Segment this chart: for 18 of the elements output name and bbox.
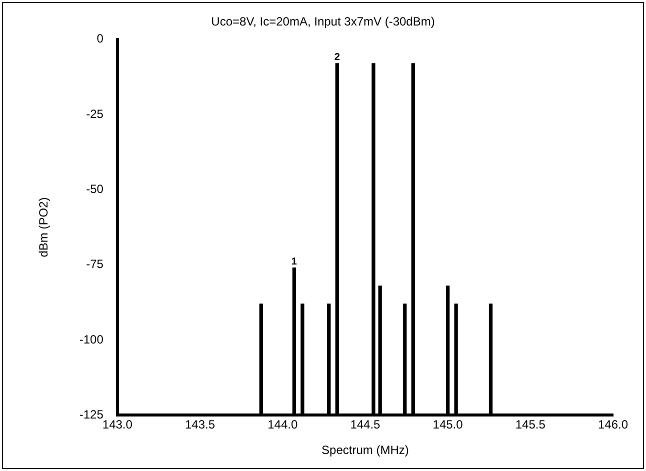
y-tick-label: -100 (79, 332, 104, 346)
y-tick-label: -50 (86, 182, 104, 196)
chart-title: Uco=8V, Ic=20mA, Input 3x7mV (-30dBm) (211, 14, 435, 29)
x-tick-label: 144.5 (350, 418, 381, 432)
y-axis-title: dBm (PO2) (36, 197, 51, 258)
x-tick-label: 144.0 (268, 418, 298, 432)
x-tick-label: 143.0 (102, 418, 133, 432)
y-tick-label: 0 (96, 32, 104, 46)
annotation: 2 (334, 52, 340, 64)
annotation: 1 (291, 256, 298, 268)
x-tick-label: 145.5 (515, 418, 546, 432)
x-axis-title: Spectrum (MHz) (322, 443, 409, 458)
x-tick-label: 146.0 (598, 418, 628, 432)
y-tick-label: -125 (79, 408, 104, 422)
x-tick-label: 145.0 (432, 418, 464, 432)
y-tick-label: -75 (86, 257, 104, 272)
y-tick-label: -25 (86, 106, 104, 121)
x-tick-label: 143.5 (185, 418, 216, 432)
